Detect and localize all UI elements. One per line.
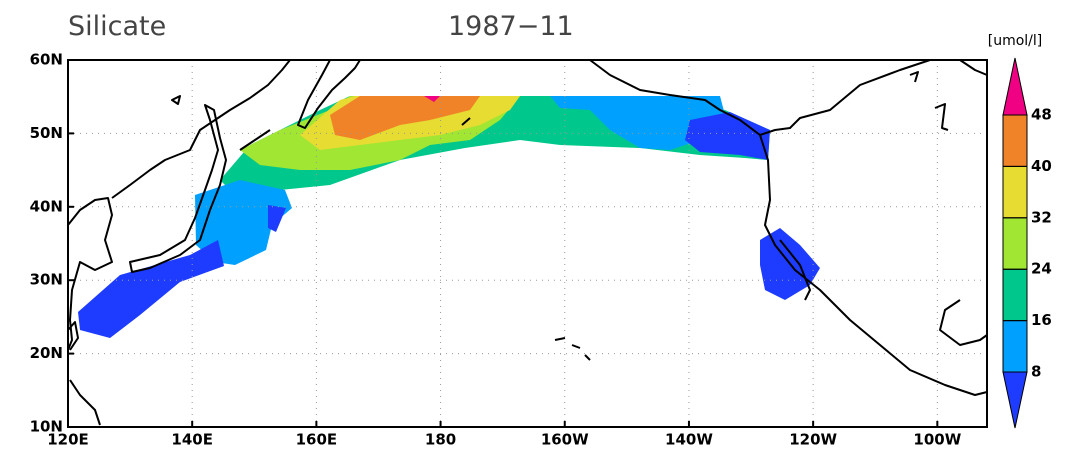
colorbar-extension	[1002, 371, 1028, 429]
coastline	[129, 104, 227, 273]
coastlines	[67, 59, 988, 426]
field-region	[424, 96, 440, 102]
coastline	[589, 59, 988, 396]
coastline	[297, 59, 361, 129]
colorbar-label: 40	[1031, 157, 1052, 175]
coastline	[554, 337, 591, 361]
map-subtitle: 1987−11	[448, 11, 574, 42]
coastline	[67, 197, 113, 351]
silicate-field	[78, 96, 820, 338]
map-frame	[67, 59, 988, 428]
y-tick-label: 40N	[30, 197, 63, 215]
x-tick-label: 120W	[789, 431, 837, 449]
colorbar-segment	[1002, 268, 1028, 322]
colorbar-extension	[1002, 57, 1028, 116]
colorbar-label: 32	[1031, 208, 1052, 226]
field-region	[78, 240, 224, 338]
colorbar-segment	[1002, 320, 1028, 373]
colorbar-segment	[1002, 217, 1028, 270]
field-region	[550, 96, 725, 150]
units-label: [umol/l]	[988, 33, 1043, 49]
x-tick-label: 140E	[171, 431, 213, 449]
colorbar-label: 48	[1031, 106, 1052, 124]
axis-ticks: 120E 140E 160E 180 160W 140W 120W 100W 10N 20N 30N…	[30, 51, 962, 449]
coastline	[67, 321, 101, 426]
colorbar-label: 16	[1031, 311, 1052, 329]
coastline	[111, 59, 291, 199]
coastline	[759, 59, 988, 136]
field-region	[685, 112, 770, 160]
x-tick-label: 180	[425, 431, 456, 449]
colorbar-segment	[1002, 114, 1028, 167]
field-region	[330, 96, 480, 140]
map-title: Silicate	[68, 11, 166, 42]
coastline	[461, 71, 949, 131]
x-tick-label: 120E	[47, 431, 89, 449]
colorbar-label: 8	[1031, 363, 1041, 381]
y-tick-label: 60N	[30, 51, 63, 69]
y-tick-label: 50N	[30, 124, 63, 142]
y-tick-label: 20N	[30, 344, 63, 362]
field-region	[195, 180, 292, 265]
y-tick-label: 10N	[30, 418, 63, 436]
colorbar-segment	[1002, 165, 1028, 219]
colorbar: 8 16 24 32 40 48	[1002, 57, 1052, 429]
x-tick-label: 160E	[296, 431, 338, 449]
coastline	[779, 239, 988, 346]
x-tick-label: 140W	[665, 431, 713, 449]
y-tick-label: 30N	[30, 271, 63, 289]
x-tick-label: 160W	[541, 431, 589, 449]
x-tick-label: 100W	[913, 431, 961, 449]
field-region	[268, 205, 286, 232]
coastline	[171, 95, 271, 151]
colorbar-label: 24	[1031, 260, 1052, 278]
